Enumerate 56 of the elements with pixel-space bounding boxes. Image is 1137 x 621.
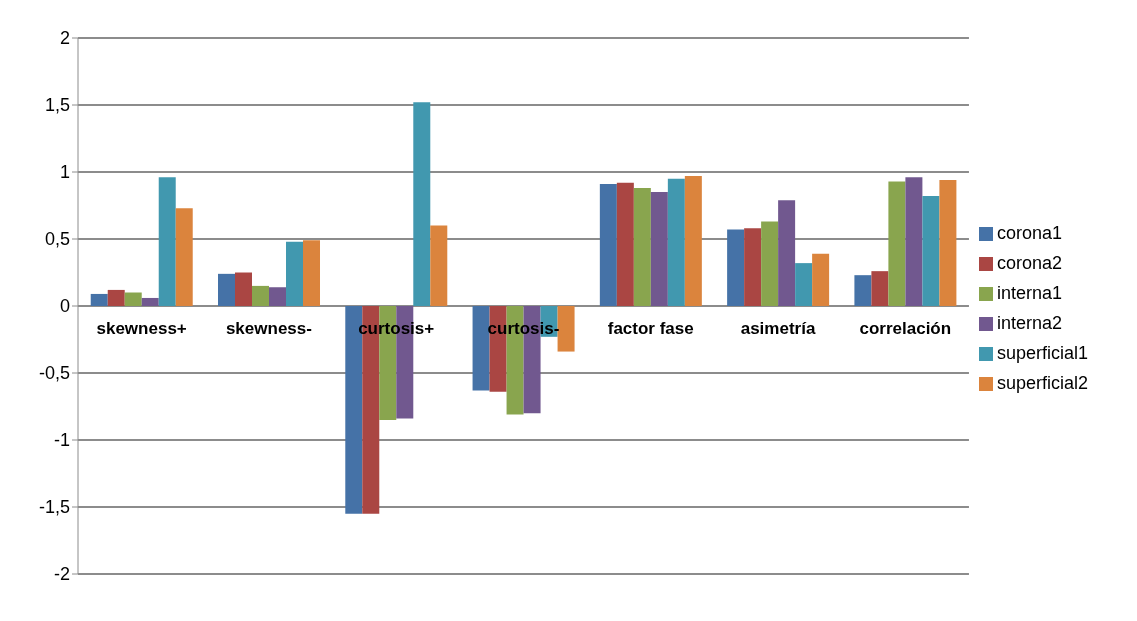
bar xyxy=(633,188,651,306)
bar xyxy=(413,102,431,306)
bar xyxy=(684,176,702,306)
x-tick-label: skewness+ xyxy=(96,319,187,338)
bar xyxy=(141,297,159,306)
bar xyxy=(854,275,872,306)
bar xyxy=(472,306,490,391)
bar xyxy=(158,177,176,306)
y-tick-label: 0,5 xyxy=(44,229,70,250)
bar xyxy=(218,273,236,306)
legend-label: interna2 xyxy=(996,313,1063,333)
legend-label: superficial2 xyxy=(996,373,1088,393)
bar xyxy=(727,229,745,306)
bar xyxy=(175,208,193,306)
x-tick-label: factor fase xyxy=(607,319,694,338)
x-tick-label: asimetría xyxy=(740,319,816,338)
legend-label: corona2 xyxy=(996,253,1063,273)
y-tick-label: 1 xyxy=(59,162,70,183)
bar xyxy=(557,306,575,352)
legend-label: corona1 xyxy=(996,223,1063,243)
bar xyxy=(871,271,889,306)
y-tick-label: -1 xyxy=(53,430,70,451)
legend-label: superficial1 xyxy=(996,343,1088,363)
bar xyxy=(235,272,253,306)
bar xyxy=(124,292,142,306)
bar xyxy=(252,285,270,306)
y-tick-label: -0,5 xyxy=(38,363,70,384)
x-tick-label: curtosis+ xyxy=(358,319,435,338)
bar xyxy=(812,253,830,306)
bar xyxy=(650,192,668,306)
x-tick-label: curtosis- xyxy=(487,319,560,338)
bar xyxy=(922,196,940,306)
x-tick-label: correlación xyxy=(859,319,952,338)
bar xyxy=(90,293,108,306)
y-tick-label: 0 xyxy=(59,296,70,317)
bar xyxy=(430,225,448,306)
bar xyxy=(761,221,779,306)
bar xyxy=(269,287,287,306)
bar xyxy=(599,184,617,306)
bar xyxy=(795,263,813,306)
bar xyxy=(303,240,321,306)
bar xyxy=(616,182,634,306)
y-tick-label: 1,5 xyxy=(44,95,70,116)
legend-label: interna1 xyxy=(996,283,1063,303)
bar xyxy=(778,200,796,306)
bar xyxy=(107,289,125,306)
bar xyxy=(286,241,304,306)
bar xyxy=(667,178,685,306)
bar xyxy=(905,177,923,306)
y-tick-label: -1,5 xyxy=(38,497,70,518)
y-tick-label: 2 xyxy=(59,28,70,49)
y-tick-label: -2 xyxy=(53,564,70,585)
x-tick-label: skewness- xyxy=(225,319,312,338)
bar xyxy=(744,228,762,306)
bar xyxy=(939,180,957,306)
bar xyxy=(888,181,906,306)
